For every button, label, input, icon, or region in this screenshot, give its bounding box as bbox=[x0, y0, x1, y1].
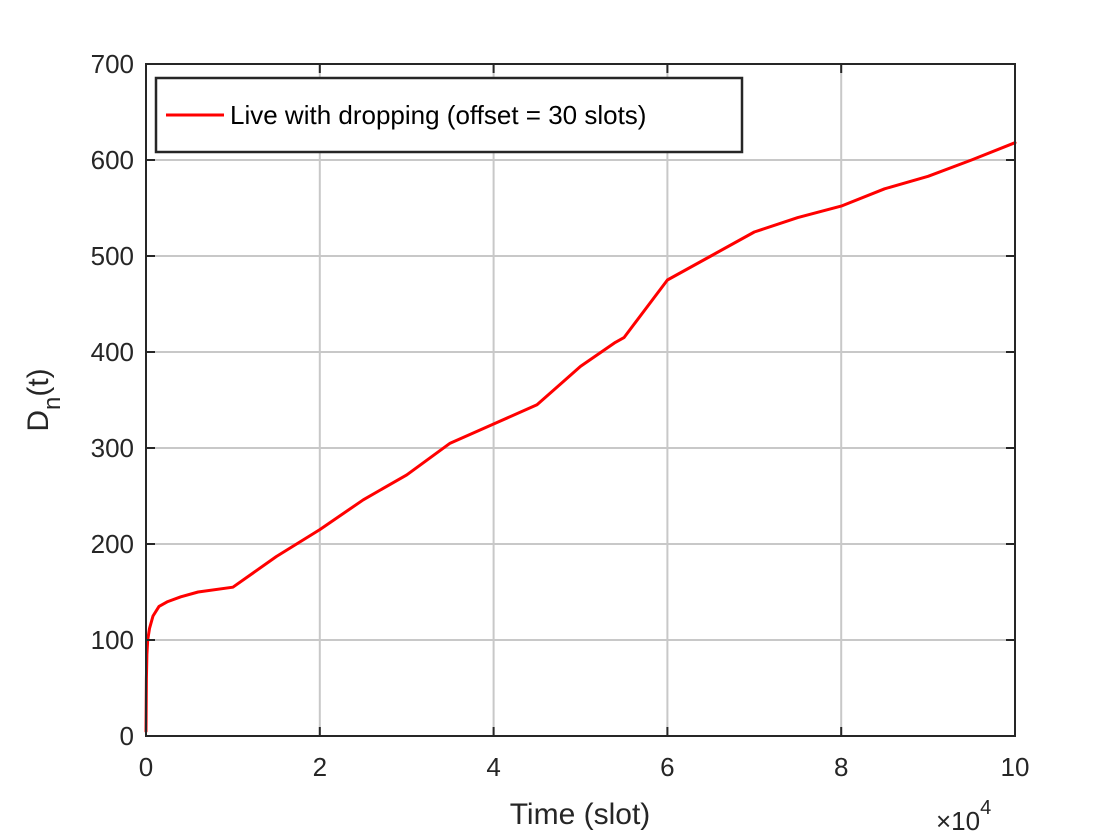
y-tick-label: 300 bbox=[91, 433, 134, 463]
legend-box bbox=[154, 76, 744, 154]
exponent-base: ×10 bbox=[936, 806, 980, 836]
x-tick-label: 4 bbox=[486, 752, 500, 782]
legend: Live with dropping (offset = 30 slots) bbox=[154, 76, 744, 154]
exponent-power: 4 bbox=[980, 797, 991, 819]
plot-frame bbox=[145, 63, 1016, 737]
x-axis-label: Time (slot) bbox=[510, 798, 651, 831]
y-tick-label: 100 bbox=[91, 625, 134, 655]
x-tick-label: 6 bbox=[660, 752, 674, 782]
x-tick-label: 2 bbox=[313, 752, 327, 782]
plot-background bbox=[146, 64, 1015, 736]
tick-marks bbox=[145, 63, 1016, 737]
y-axis-label: Dn(t) bbox=[22, 368, 66, 431]
y-tick-label: 700 bbox=[91, 49, 134, 79]
series-layer bbox=[144, 141, 1017, 733]
x-tick-label: 0 bbox=[139, 752, 153, 782]
x-axis-exponent: ×104 bbox=[936, 797, 991, 836]
legend-label: Live with dropping (offset = 30 slots) bbox=[230, 100, 646, 130]
y-axis-label-main: D bbox=[22, 410, 55, 432]
grid-lines bbox=[146, 64, 1015, 736]
y-tick-label: 200 bbox=[91, 529, 134, 559]
x-tick-label: 10 bbox=[1001, 752, 1030, 782]
y-tick-label: 400 bbox=[91, 337, 134, 367]
series-line bbox=[144, 141, 1017, 733]
y-axis-label-tail: (t) bbox=[22, 368, 55, 396]
x-tick-label: 8 bbox=[834, 752, 848, 782]
y-tick-label: 0 bbox=[120, 721, 134, 751]
y-tick-label: 500 bbox=[91, 241, 134, 271]
y-tick-label: 600 bbox=[91, 145, 134, 175]
y-axis-label-subscript: n bbox=[39, 397, 66, 410]
